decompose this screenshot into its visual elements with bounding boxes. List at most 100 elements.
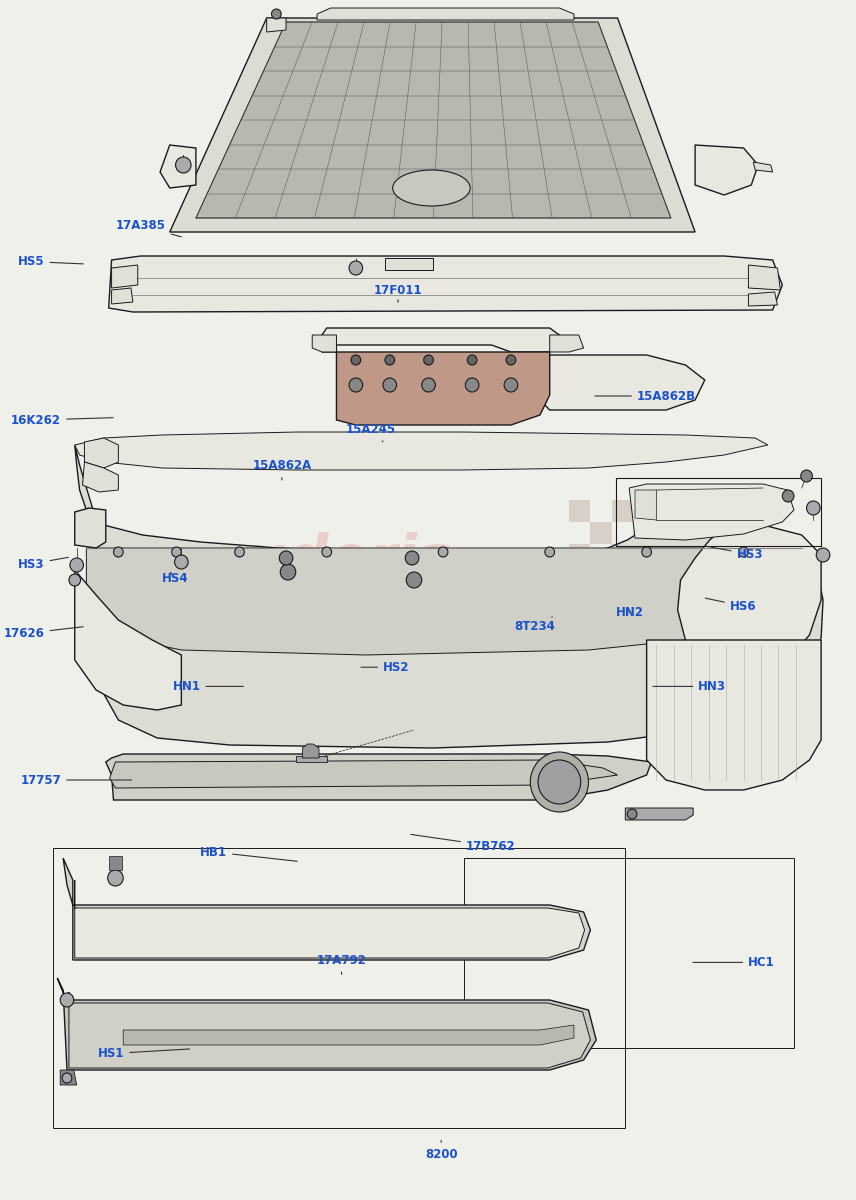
Bar [465,858,794,1048]
Bar [654,544,675,566]
Polygon shape [312,335,336,352]
Polygon shape [74,570,181,710]
Text: 17626: 17626 [3,626,83,640]
Circle shape [279,551,293,565]
Polygon shape [540,355,704,410]
Text: HS5: HS5 [18,256,83,268]
Circle shape [62,1073,72,1082]
Bar [615,478,821,546]
Circle shape [782,490,794,502]
Polygon shape [123,1025,574,1045]
Circle shape [349,378,363,392]
Text: 17B762: 17B762 [411,834,516,852]
Circle shape [172,547,181,557]
Polygon shape [625,808,693,820]
Text: parts: parts [282,586,430,634]
Bar [654,588,675,610]
Polygon shape [111,288,133,304]
Circle shape [545,547,555,557]
Text: 15A245: 15A245 [346,424,395,442]
Text: HS2: HS2 [361,661,409,673]
Text: HC1: HC1 [693,956,775,968]
Text: HS4: HS4 [162,572,188,584]
Polygon shape [695,145,758,194]
Polygon shape [635,490,657,520]
Text: HS1: HS1 [98,1048,189,1060]
Circle shape [800,470,812,482]
Text: 17757: 17757 [21,774,131,786]
Circle shape [60,994,74,1007]
Polygon shape [336,352,550,425]
Polygon shape [550,335,584,352]
Polygon shape [106,754,651,800]
Circle shape [271,8,282,19]
Circle shape [405,551,419,565]
Circle shape [235,547,244,557]
Polygon shape [753,162,773,172]
Polygon shape [74,445,823,748]
Circle shape [806,502,820,515]
Polygon shape [86,548,802,655]
Circle shape [817,548,829,562]
Text: 16K262: 16K262 [11,414,113,426]
Circle shape [424,355,433,365]
Circle shape [467,355,477,365]
Polygon shape [322,328,559,352]
Polygon shape [748,265,781,290]
Circle shape [538,760,580,804]
Polygon shape [110,760,617,788]
Bar [612,544,633,566]
Circle shape [506,355,516,365]
Polygon shape [295,756,327,762]
Text: HS6: HS6 [705,598,757,612]
Circle shape [642,547,651,557]
Text: HS3: HS3 [708,546,763,560]
Circle shape [466,378,479,392]
Polygon shape [74,432,768,470]
Polygon shape [748,292,777,306]
Text: 15A862B: 15A862B [595,390,696,402]
Bar [53,848,625,1128]
Polygon shape [109,856,122,870]
Polygon shape [196,22,671,218]
Polygon shape [646,640,821,790]
Polygon shape [57,978,597,1070]
Text: 17F011: 17F011 [374,284,422,302]
Bar [591,566,612,588]
Text: 17A792: 17A792 [317,954,366,974]
Polygon shape [74,880,585,958]
Circle shape [407,572,422,588]
Text: scuderia: scuderia [177,532,457,588]
Ellipse shape [393,170,470,206]
Text: 17A385: 17A385 [116,220,181,236]
Polygon shape [60,1070,77,1085]
Text: 8T234: 8T234 [514,617,555,632]
Text: HB1: HB1 [200,846,297,862]
Circle shape [114,547,123,557]
Circle shape [385,355,395,365]
Polygon shape [63,858,591,960]
Circle shape [70,558,84,572]
Bar [569,544,591,566]
Circle shape [531,752,588,812]
Text: HN3: HN3 [653,680,727,692]
Polygon shape [69,992,591,1068]
Circle shape [627,809,637,818]
Polygon shape [317,8,574,20]
Text: HN1: HN1 [173,680,243,692]
Polygon shape [629,484,794,540]
Polygon shape [85,438,118,468]
Circle shape [322,547,331,557]
Circle shape [108,870,123,886]
Polygon shape [160,145,196,188]
Bar [633,522,654,544]
Polygon shape [82,462,118,492]
Bar [612,500,633,522]
Circle shape [739,547,748,557]
Text: HN2: HN2 [615,606,644,618]
Circle shape [504,378,518,392]
Bar [633,566,654,588]
Bar [569,588,591,610]
Text: 15A862A: 15A862A [253,460,312,480]
Circle shape [438,547,448,557]
